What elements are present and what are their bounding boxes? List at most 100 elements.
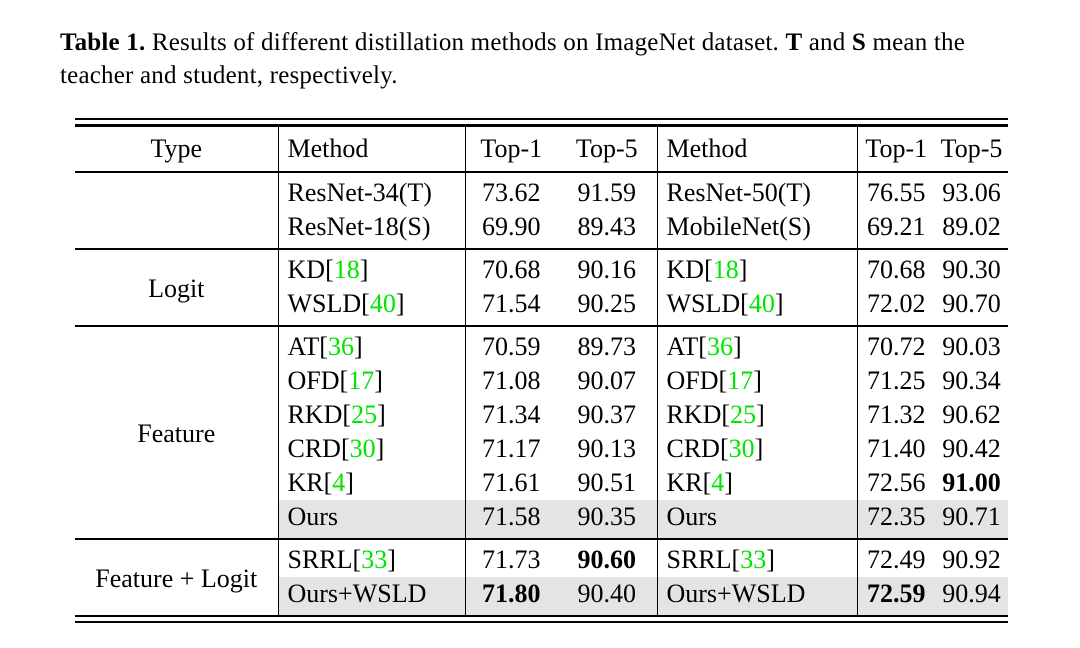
- method-cell: AT[36]: [277, 325, 465, 364]
- top5-value: 90.92: [942, 544, 1001, 574]
- section-logit: Logit KD[18] 70.68 90.16 KD[18] 70.68 90…: [75, 248, 1008, 326]
- type-cell: [75, 172, 278, 249]
- top1-value: 72.56: [856, 465, 935, 500]
- method-cell: CRD[30]: [277, 431, 465, 466]
- top5-value: 89.73: [577, 331, 637, 361]
- top5-value: 90.62: [942, 399, 1001, 429]
- top5-value-best: 91.00: [942, 467, 1001, 497]
- method-cell: ResNet-50(T): [656, 171, 857, 210]
- method-cell: Ours+WSLD: [656, 576, 857, 615]
- top5-value: 90.71: [935, 499, 1008, 539]
- col-header-top5-1: Top-5: [557, 126, 657, 173]
- top5-value-best: 90.60: [577, 544, 637, 574]
- table-caption: Table 1. Results of different distillati…: [60, 26, 1032, 92]
- citation-number: 36: [327, 331, 354, 361]
- table-header: Type Method Top-1 Top-5 Method Top-1 Top…: [75, 126, 1008, 173]
- table-bottom-rule: [75, 614, 1008, 623]
- top5-value: 90.42: [942, 433, 1001, 463]
- top5-value: 90.03: [942, 331, 1001, 361]
- col-header-top1-2: Top-1: [856, 126, 935, 173]
- top5-value: 93.06: [942, 177, 1001, 207]
- method-cell: OFD[17]: [656, 363, 857, 398]
- method-cell: WSLD[40]: [656, 286, 857, 326]
- method-cell: RKD[25]: [656, 397, 857, 432]
- method-cell: SRRL[33]: [277, 538, 465, 577]
- top1-value: 73.62: [464, 171, 557, 210]
- top5-value: 90.70: [942, 288, 1001, 318]
- top1-value: 69.21: [856, 209, 935, 249]
- type-cell: Logit: [148, 273, 205, 303]
- citation-number: 18: [712, 254, 739, 284]
- method-cell: SRRL[33]: [656, 538, 857, 577]
- table-row-ours: Ours 71.58 90.35 Ours 72.35 90.71: [75, 499, 1008, 539]
- top5-value: 90.13: [577, 433, 637, 463]
- top5-value: 90.40: [557, 576, 657, 615]
- top1-value-best: 72.59: [856, 576, 935, 615]
- col-header-method-1: Method: [277, 126, 465, 173]
- citation-number: 25: [730, 399, 757, 429]
- type-cell: Feature + Logit: [95, 563, 258, 593]
- top1-value: 71.34: [464, 397, 557, 432]
- col-header-top1-1: Top-1: [464, 126, 557, 173]
- top1-value: 71.08: [464, 363, 557, 398]
- method-cell: KD[18]: [277, 248, 465, 287]
- citation-number: 18: [333, 254, 360, 284]
- col-header-top5-2: Top-5: [935, 126, 1008, 173]
- method-cell: KR[4]: [656, 465, 857, 500]
- method-cell: OFD[17]: [277, 363, 465, 398]
- table-row: OFD[17] 71.08 90.07 OFD[17] 71.25 90.34: [75, 363, 1008, 398]
- method-cell: MobileNet(S): [656, 209, 857, 249]
- col-header-type: Type: [75, 126, 278, 173]
- method-cell: CRD[30]: [656, 431, 857, 466]
- citation-number: 4: [711, 467, 725, 497]
- header-row: Type Method Top-1 Top-5 Method Top-1 Top…: [75, 126, 1008, 173]
- top5-value: 90.37: [577, 399, 637, 429]
- table-row: ResNet-34(T) 73.62 91.59 ResNet-50(T) 76…: [75, 171, 1008, 210]
- top1-value: 71.54: [464, 286, 557, 326]
- table-row: Logit KD[18] 70.68 90.16 KD[18] 70.68 90…: [75, 248, 1008, 302]
- citation-number: 30: [728, 433, 755, 463]
- top1-value: 70.59: [464, 325, 557, 364]
- method-cell: Ours: [277, 499, 465, 539]
- citation-number: 33: [361, 544, 388, 574]
- table-row: KR[4] 71.61 90.51 KR[4] 72.56 91.00: [75, 465, 1008, 500]
- table-row: CRD[30] 71.17 90.13 CRD[30] 71.40 90.42: [75, 431, 1008, 466]
- method-cell: Ours: [656, 499, 857, 539]
- table-row: Feature AT[36] 70.59 89.73 AT[36] 70.72 …: [75, 325, 1008, 447]
- col-header-method-2: Method: [656, 126, 857, 173]
- top5-value: 90.35: [557, 499, 657, 539]
- citation-number: 40: [369, 288, 396, 318]
- section-feature: Feature AT[36] 70.59 89.73 AT[36] 70.72 …: [75, 325, 1008, 539]
- caption-text-2: and: [802, 29, 852, 56]
- top1-value: 72.02: [856, 286, 935, 326]
- method-cell: Ours+WSLD: [277, 576, 465, 615]
- top1-value: 71.58: [464, 499, 557, 539]
- top1-value: 69.90: [464, 209, 557, 249]
- top5-value: 89.02: [942, 211, 1001, 241]
- table-row: RKD[25] 71.34 90.37 RKD[25] 71.32 90.62: [75, 397, 1008, 432]
- top1-value: 72.49: [856, 538, 935, 577]
- top1-value: 71.32: [856, 397, 935, 432]
- section-feature-logit: Feature + Logit SRRL[33] 71.73 90.60 SRR…: [75, 538, 1008, 615]
- caption-text-1: Results of different distillation method…: [145, 29, 786, 56]
- distillation-results-table: Type Method Top-1 Top-5 Method Top-1 Top…: [75, 126, 1008, 615]
- method-cell: AT[36]: [656, 325, 857, 364]
- table-top-rule: [75, 118, 1008, 127]
- citation-number: 33: [740, 544, 767, 574]
- method-cell: KD[18]: [656, 248, 857, 287]
- method-cell: ResNet-18(S): [277, 209, 465, 249]
- top5-value: 90.25: [577, 288, 637, 318]
- table-row: ResNet-18(S) 69.90 89.43 MobileNet(S) 69…: [75, 209, 1008, 249]
- table-row-ours-wsld: Ours+WSLD 71.80 90.40 Ours+WSLD 72.59 90…: [75, 576, 1008, 615]
- citation-number: 36: [706, 331, 733, 361]
- top5-value: 90.94: [935, 576, 1008, 615]
- top5-value: 91.59: [577, 177, 637, 207]
- citation-number: 40: [748, 288, 775, 318]
- top5-value: 90.51: [577, 467, 637, 497]
- caption-text-3: mean the teacher and student, respective…: [60, 29, 966, 89]
- section-teacher-student: ResNet-34(T) 73.62 91.59 ResNet-50(T) 76…: [75, 171, 1008, 249]
- citation-number: 30: [349, 433, 376, 463]
- caption-teacher-symbol: T: [785, 29, 803, 56]
- top1-value: 70.68: [464, 248, 557, 287]
- top5-value: 90.30: [942, 254, 1001, 284]
